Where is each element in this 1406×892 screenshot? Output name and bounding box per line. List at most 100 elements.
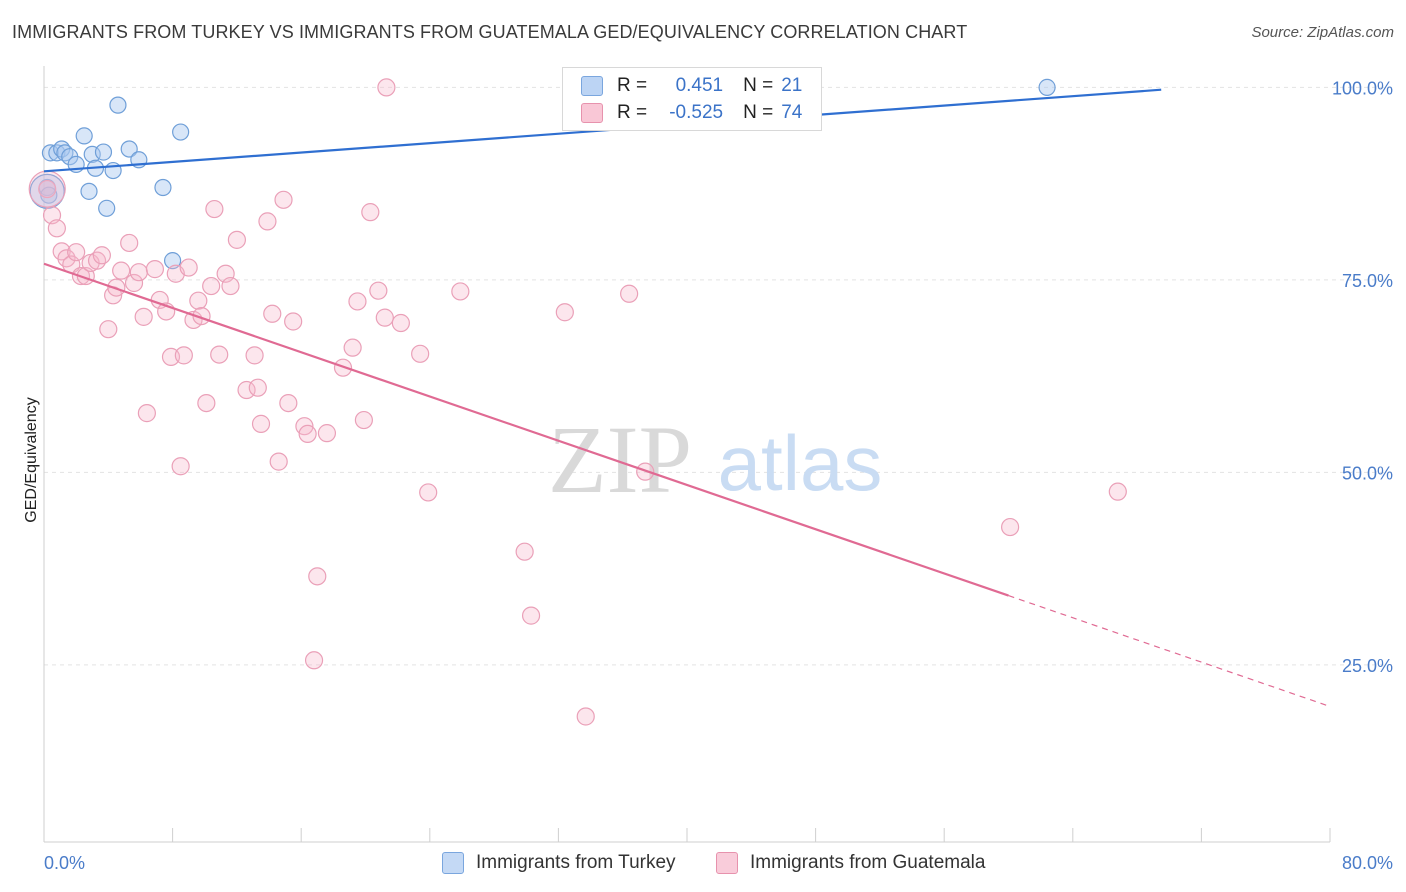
- data-point-turkey: [41, 144, 60, 162]
- data-point-guatemala: [451, 282, 470, 301]
- x-tick-label: 80.0%: [1342, 853, 1393, 873]
- data-point-guatemala: [57, 249, 76, 268]
- data-point-guatemala: [515, 542, 534, 561]
- data-point-guatemala: [251, 414, 271, 433]
- data-point-guatemala: [92, 246, 111, 265]
- source-label: Source: ZipAtlas.com: [1251, 24, 1394, 41]
- data-point-guatemala: [308, 567, 327, 586]
- data-point-guatemala: [375, 308, 394, 327]
- legend-n-label: N =: [743, 75, 774, 96]
- data-point-turkey: [164, 252, 182, 270]
- data-point-turkey: [1038, 78, 1056, 97]
- legend-r-value: 0.451: [675, 75, 724, 96]
- y-tick-label: 50.0%: [1342, 463, 1393, 483]
- data-point-guatemala: [137, 404, 156, 423]
- data-point-guatemala: [174, 346, 193, 365]
- data-point-guatemala: [145, 260, 165, 279]
- data-point-guatemala: [47, 219, 66, 238]
- data-point-guatemala: [620, 284, 639, 303]
- legend-row-turkey: R = 0.451 N = 21: [581, 74, 802, 98]
- legend-r-value: -0.525: [669, 102, 724, 123]
- data-point-turkey: [75, 127, 93, 145]
- data-point-guatemala: [99, 320, 118, 339]
- data-point-turkey: [120, 140, 138, 158]
- legend-label-guatemala: Immigrants from Guatemala: [750, 852, 986, 873]
- series-turkey: [29, 78, 1056, 270]
- watermark-zip: ZIP: [548, 406, 692, 513]
- tick-labels: 25.0% 50.0% 75.0% 100.0% 0.0% 80.0%: [44, 78, 1393, 873]
- trend-lines: [43, 88, 1331, 708]
- data-point-turkey: [154, 178, 172, 197]
- data-point-guatemala: [576, 707, 595, 726]
- data-point-guatemala: [245, 346, 264, 365]
- y-tick-label: 100.0%: [1332, 78, 1393, 98]
- series-guatemala: [28, 78, 1127, 726]
- legend-swatch-guatemala: [581, 103, 603, 123]
- legend-n-label: N =: [743, 102, 774, 123]
- watermark-atlas: atlas: [718, 419, 883, 507]
- data-point-guatemala: [221, 276, 240, 296]
- data-point-guatemala: [202, 276, 221, 296]
- trend-line-guatemala: [43, 262, 1009, 597]
- data-point-guatemala: [354, 410, 373, 430]
- legend-r-label: R =: [617, 102, 648, 123]
- data-point-guatemala: [263, 304, 282, 323]
- legend-swatch-turkey: [581, 76, 603, 96]
- chart-title: IMMIGRANTS FROM TURKEY VS IMMIGRANTS FRO…: [12, 22, 968, 42]
- data-point-guatemala: [369, 281, 388, 300]
- data-point-turkey: [80, 182, 98, 200]
- y-tick-label: 25.0%: [1342, 656, 1393, 676]
- data-point-guatemala: [343, 338, 362, 357]
- data-point-guatemala: [1001, 517, 1020, 537]
- data-point-guatemala: [274, 190, 293, 209]
- data-point-guatemala: [124, 273, 144, 293]
- legend-label-turkey: Immigrants from Turkey: [476, 852, 676, 873]
- data-point-guatemala: [258, 212, 277, 231]
- data-point-guatemala: [304, 651, 324, 670]
- data-point-guatemala: [284, 312, 303, 331]
- data-point-guatemala: [269, 452, 288, 471]
- legend-swatch-turkey: [442, 852, 464, 874]
- data-point-guatemala: [67, 243, 86, 262]
- data-point-guatemala: [391, 313, 410, 333]
- data-point-guatemala: [237, 380, 256, 400]
- gridlines: [44, 86, 1395, 666]
- data-point-guatemala: [555, 303, 574, 322]
- data-point-guatemala: [179, 258, 198, 277]
- legend-item-guatemala[interactable]: Immigrants from Guatemala: [716, 852, 985, 874]
- data-point-guatemala: [171, 457, 190, 476]
- data-point-guatemala: [521, 606, 541, 625]
- data-point-guatemala: [377, 78, 396, 97]
- data-point-guatemala: [129, 263, 148, 282]
- data-point-guatemala: [38, 179, 57, 199]
- data-point-guatemala: [298, 424, 317, 443]
- data-point-guatemala: [419, 483, 438, 502]
- data-point-guatemala: [361, 203, 380, 222]
- legend-n-value: 21: [781, 75, 803, 96]
- data-point-turkey: [94, 143, 113, 161]
- data-point-guatemala: [205, 199, 224, 219]
- data-point-guatemala: [248, 378, 267, 397]
- y-tick-label: 75.0%: [1342, 271, 1393, 291]
- data-point-guatemala: [197, 394, 216, 413]
- data-point-guatemala: [227, 230, 246, 249]
- x-tick-label: 0.0%: [44, 853, 85, 873]
- data-point-guatemala: [411, 344, 430, 363]
- data-point-turkey: [98, 199, 116, 217]
- data-point-guatemala: [28, 170, 66, 208]
- data-point-turkey: [109, 96, 127, 114]
- data-point-guatemala: [120, 233, 139, 253]
- legend-item-turkey[interactable]: Immigrants from Turkey: [442, 852, 676, 874]
- data-point-guatemala: [87, 251, 107, 270]
- legend-row-guatemala: R = -0.525 N = 74: [581, 101, 802, 125]
- data-point-guatemala: [189, 291, 208, 310]
- legend-swatch-guatemala: [716, 852, 738, 874]
- legend-r-label: R =: [617, 75, 648, 96]
- data-point-guatemala: [134, 307, 153, 326]
- data-point-guatemala: [112, 261, 131, 280]
- legend-n-value: 74: [781, 102, 803, 123]
- data-point-guatemala: [1108, 482, 1127, 501]
- correlation-legend: R = 0.451 N = 21 R = -0.525 N = 74: [562, 67, 822, 131]
- trend-line-guatemala-extrapolated: [1008, 595, 1331, 708]
